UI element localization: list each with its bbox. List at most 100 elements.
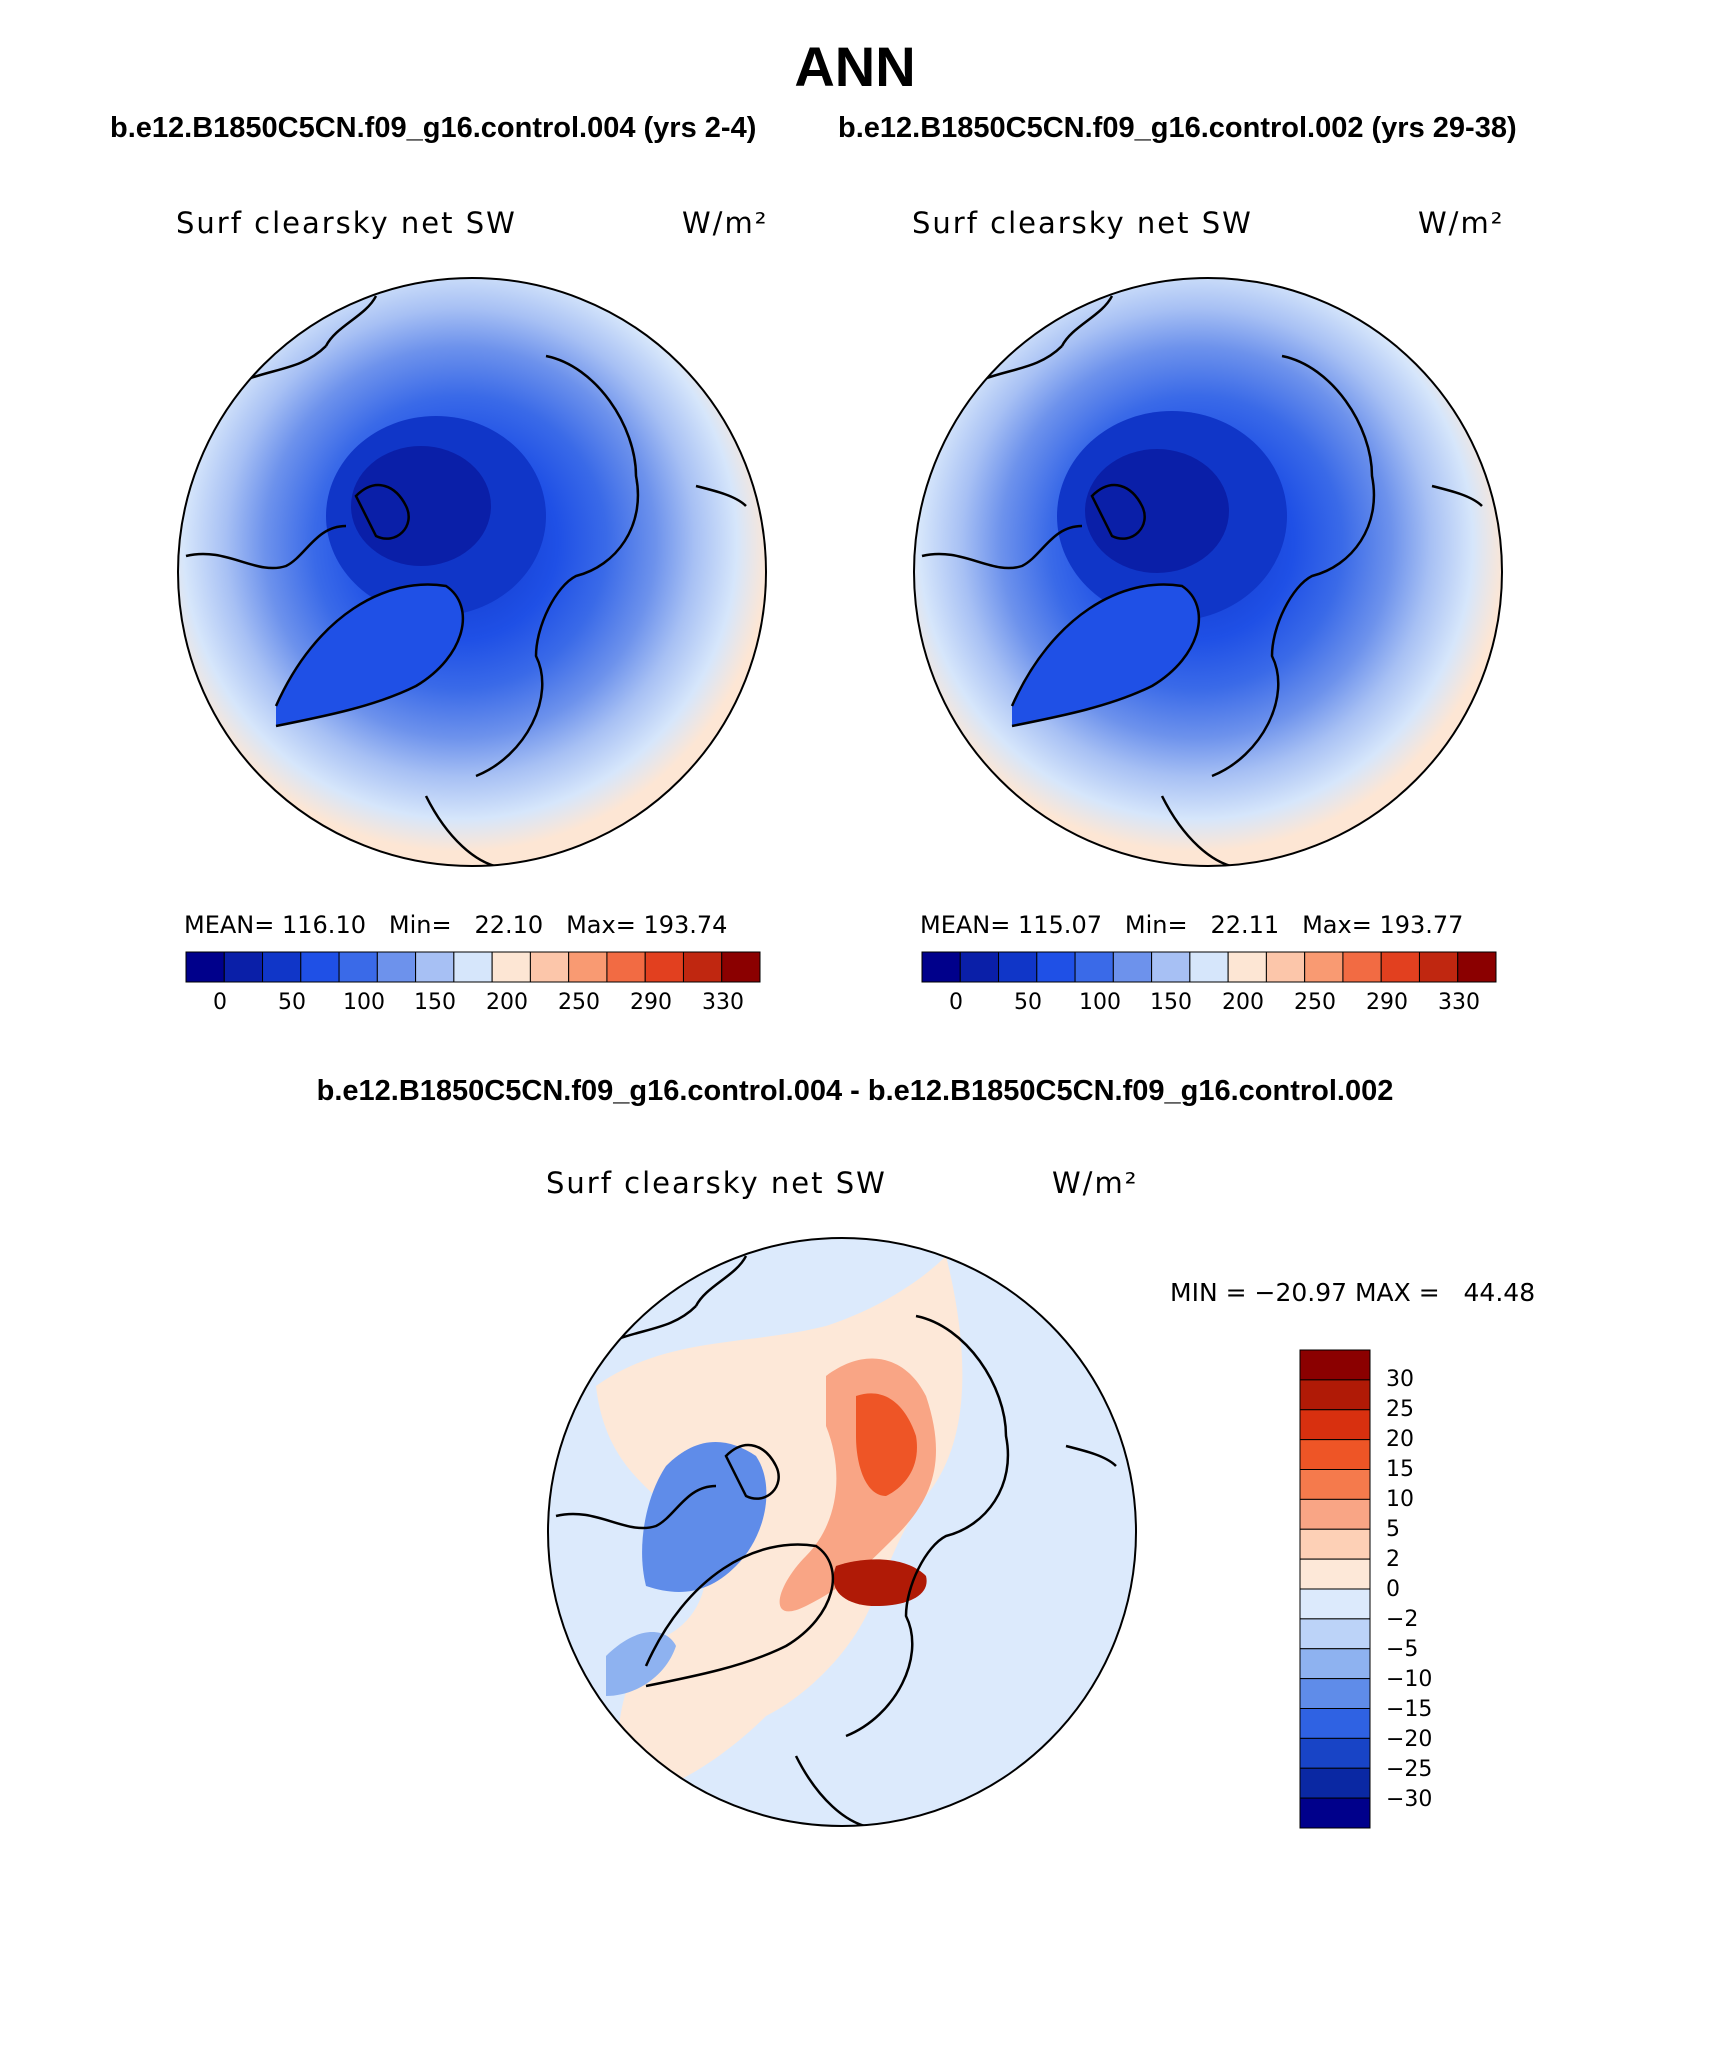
panel3-tick-5: 5	[1386, 1517, 1400, 1542]
colorbar-swatch	[1299, 1349, 1371, 1381]
colorbar-swatch	[223, 951, 264, 983]
colorbar-swatch	[1265, 951, 1306, 983]
colorbar-swatch	[1342, 951, 1382, 983]
colorbar-left	[185, 951, 761, 983]
panel1-mean-label: MEAN=	[184, 911, 275, 939]
colorbar-swatch	[1151, 951, 1191, 983]
colorbar-swatch	[568, 951, 608, 983]
panel2-tick-0: 0	[949, 990, 963, 1015]
colorbar-swatch	[415, 951, 455, 983]
colorbar-swatch	[262, 951, 302, 983]
panel3-stats: MIN = −20.97 MAX = 44.48	[1170, 1278, 1535, 1307]
panel2-units: W/m²	[1418, 206, 1505, 240]
colorbar-swatch	[1299, 1648, 1371, 1680]
map-field-inner	[351, 446, 491, 566]
colorbar-swatch	[529, 951, 570, 983]
panel3-variable: Surf clearsky net SW	[546, 1166, 887, 1200]
panel3-max: 44.48	[1463, 1278, 1536, 1307]
colorbar-swatch	[1299, 1528, 1371, 1560]
panel3-min: −20.97	[1254, 1278, 1348, 1307]
colorbar-swatch	[1299, 1678, 1371, 1709]
panel1-tick-250: 250	[558, 990, 600, 1015]
colorbar-swatch	[1227, 951, 1267, 983]
panel1-max: 193.74	[643, 911, 728, 939]
panel2-tick-150: 150	[1150, 990, 1192, 1015]
panel2-max: 193.77	[1379, 911, 1464, 939]
panel1-tick-0: 0	[213, 990, 227, 1015]
colorbar-swatch	[1036, 951, 1076, 983]
panel3-tick-neg5: −5	[1386, 1637, 1419, 1662]
map-field-inner	[1085, 449, 1229, 573]
colorbar-swatch	[1304, 951, 1344, 983]
panel3-tick-neg25: −25	[1386, 1757, 1433, 1782]
panel1-tick-330: 330	[702, 990, 744, 1015]
panel1-min: 22.10	[474, 911, 544, 939]
colorbar-swatch	[1299, 1797, 1371, 1829]
colorbar-swatch	[1299, 1558, 1371, 1590]
left-case-title: b.e12.B1850C5CN.f09_g16.control.004 (yrs…	[110, 112, 757, 144]
coastline-islands	[354, 484, 747, 540]
colorbar-swatch	[1299, 1737, 1371, 1769]
diff-positive-region-3	[856, 1393, 917, 1496]
coastline-islands	[1090, 484, 1483, 540]
coastline-islands	[724, 1444, 1117, 1500]
panel3-tick-10: 10	[1386, 1487, 1414, 1512]
diff-negative-region-1	[642, 1442, 767, 1592]
panel2-mean-label: MEAN=	[920, 911, 1011, 939]
panel2-tick-290: 290	[1366, 990, 1408, 1015]
diff-negative-region-2	[606, 1632, 676, 1696]
panel1-tick-290: 290	[630, 990, 672, 1015]
panel1-stats: MEAN= 116.10 Min= 22.10 Max= 193.74	[184, 911, 727, 939]
coastline-eurasia	[794, 1314, 1010, 1826]
colorbar-swatch	[998, 951, 1038, 983]
colorbar-swatch	[721, 951, 761, 983]
colorbar-swatch	[338, 951, 378, 983]
greenland-shape	[1012, 584, 1199, 726]
panel2-variable: Surf clearsky net SW	[912, 206, 1253, 240]
colorbar-swatch	[1380, 951, 1420, 983]
panel1-tick-200: 200	[486, 990, 528, 1015]
coastline-greenland	[274, 583, 465, 728]
colorbar-swatch	[1299, 1767, 1371, 1799]
panel3-tick-neg10: −10	[1386, 1667, 1433, 1692]
panel2-max-label: Max=	[1302, 911, 1372, 939]
panel2-tick-330: 330	[1438, 990, 1480, 1015]
panel3-tick-15: 15	[1386, 1457, 1414, 1482]
panel2-tick-100: 100	[1079, 990, 1121, 1015]
panel1-tick-150: 150	[414, 990, 456, 1015]
coastline-eurasia	[1160, 354, 1376, 866]
panel3-max-label: MAX =	[1354, 1278, 1440, 1307]
colorbar-swatch	[1074, 951, 1114, 983]
greenland-shape	[276, 584, 463, 726]
panel1-max-label: Max=	[566, 911, 636, 939]
colorbar-swatch	[491, 951, 531, 983]
colorbar-swatch	[1299, 1498, 1371, 1530]
panel1-units: W/m²	[682, 206, 769, 240]
colorbar-swatch	[606, 951, 646, 983]
colorbar-swatch	[1457, 951, 1497, 983]
panel3-tick-20: 20	[1386, 1427, 1414, 1452]
panel3-min-label: MIN =	[1170, 1278, 1247, 1307]
colorbar-swatch	[1299, 1439, 1371, 1470]
difference-title: b.e12.B1850C5CN.f09_g16.control.004 - b.…	[316, 1075, 1394, 1107]
panel3-tick-25: 25	[1386, 1397, 1414, 1422]
colorbar-swatch	[300, 951, 340, 983]
coastline-greenland	[644, 1543, 835, 1688]
colorbar-swatch	[1299, 1588, 1371, 1620]
panel2-min: 22.11	[1210, 911, 1280, 939]
panel3-tick-neg15: −15	[1386, 1697, 1433, 1722]
panel1-tick-50: 50	[278, 990, 306, 1015]
panel3-tick-0: 0	[1386, 1577, 1400, 1602]
panel2-mean: 115.07	[1018, 911, 1102, 939]
panel3-tick-neg20: −20	[1386, 1727, 1433, 1752]
colorbar-swatch	[921, 951, 961, 983]
colorbar-swatch	[682, 951, 723, 983]
coastline-eurasia	[424, 354, 640, 866]
colorbar-right	[921, 951, 1497, 983]
panel3-tick-30: 30	[1386, 1367, 1414, 1392]
polar-map-right	[913, 277, 1503, 867]
panel1-tick-100: 100	[343, 990, 385, 1015]
colorbar-swatch	[376, 951, 417, 983]
colorbar-swatch	[453, 951, 493, 983]
colorbar-swatch	[1418, 951, 1459, 983]
